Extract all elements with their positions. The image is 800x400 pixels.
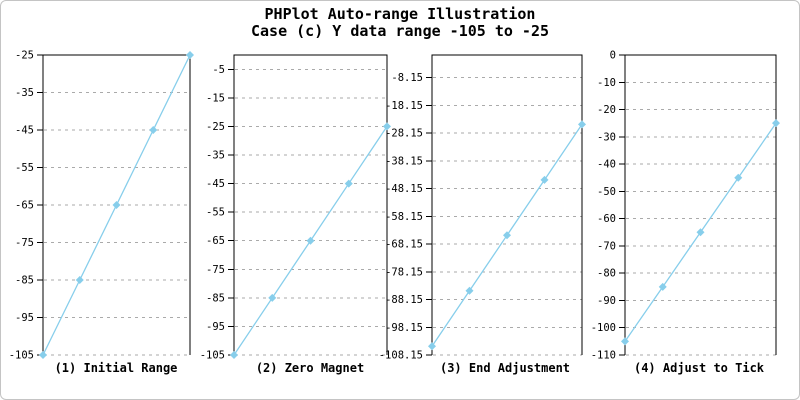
y-tick-label: -48.15 xyxy=(385,183,423,195)
y-tick-label: -88.15 xyxy=(385,294,423,306)
y-tick-label: -65 xyxy=(206,235,225,247)
y-tick-label: -35 xyxy=(206,150,225,162)
y-tick-label: -50 xyxy=(597,186,616,198)
y-tick-label: -55 xyxy=(206,207,225,219)
y-tick-label: -60 xyxy=(597,213,616,225)
subplot-1-title: (1) Initial Range xyxy=(54,361,178,375)
y-tick-label: -55 xyxy=(15,162,34,174)
y-tick-label: -15 xyxy=(206,92,225,104)
diamond-marker xyxy=(465,286,474,295)
diamond-marker xyxy=(621,337,629,346)
y-tick-label: -85 xyxy=(15,275,34,287)
y-tick-label: -105 xyxy=(9,350,34,362)
y-tick-label: -100 xyxy=(591,322,616,334)
y-tick-label: 0 xyxy=(610,50,616,62)
diamond-marker xyxy=(186,51,194,59)
diamond-marker xyxy=(734,173,743,182)
diamond-marker xyxy=(39,351,47,359)
diamond-marker xyxy=(772,119,780,128)
diamond-marker xyxy=(658,282,667,291)
y-tick-label: -95 xyxy=(206,321,225,333)
y-tick-label: -5 xyxy=(212,64,225,76)
diamond-marker xyxy=(696,228,705,237)
y-tick-label: -45 xyxy=(206,178,225,190)
subplot-3-title: (3) End Adjustment xyxy=(439,361,571,375)
y-tick-label: -105 xyxy=(200,350,225,362)
plot-frame xyxy=(431,54,583,355)
y-tick-label: -90 xyxy=(597,295,616,307)
y-tick-label: -85 xyxy=(206,292,225,304)
diamond-marker xyxy=(306,236,315,245)
diamond-marker xyxy=(503,231,511,240)
y-tick-label: -10 xyxy=(597,77,616,89)
y-tick-label: -38.15 xyxy=(385,155,423,167)
y-tick-label: -110 xyxy=(591,350,616,362)
y-tick-label: -68.15 xyxy=(385,239,423,251)
subplot-2-title: (2) Zero Magnet xyxy=(255,361,365,375)
y-tick-label: -45 xyxy=(15,125,34,137)
y-tick-label: -108.15 xyxy=(379,350,423,362)
chart-subtitle: Case (c) Y data range -105 to -25 xyxy=(250,22,549,40)
diamond-marker xyxy=(149,126,158,134)
y-tick-label: -8.15 xyxy=(391,72,423,84)
chart-title: PHPlot Auto-range Illustration xyxy=(264,5,536,23)
diamond-marker xyxy=(268,293,277,302)
y-tick-label: -40 xyxy=(597,159,616,171)
subplot-4: 0 -10 -20 -30 -40 -50 -60 -70 -80 -90 -100 -110 xyxy=(591,50,780,362)
y-tick-label: -25 xyxy=(15,50,34,62)
y-tick-label: -70 xyxy=(597,240,616,252)
y-tick-label: -78.15 xyxy=(385,266,423,278)
y-tick-label: -18.15 xyxy=(385,100,423,112)
diamond-marker xyxy=(75,276,84,284)
y-tick-label: -58.15 xyxy=(385,211,423,223)
subplot-2: -5 -15 -25 -35 -45 -55 -65 -75 -85 -95 -105 xyxy=(200,54,391,362)
plot-frame xyxy=(233,54,388,355)
y-tick-label: -30 xyxy=(597,131,616,143)
diamond-marker xyxy=(540,175,549,184)
y-tick-label: -75 xyxy=(15,237,34,249)
y-tick-label: -98.15 xyxy=(385,322,423,334)
y-tick-label: -65 xyxy=(15,200,34,212)
diamond-marker xyxy=(230,351,238,359)
diamond-marker xyxy=(428,342,436,351)
y-tick-label: -80 xyxy=(597,268,616,280)
plot-frame xyxy=(624,54,777,355)
diamond-marker xyxy=(112,201,121,209)
y-tick-label: -75 xyxy=(206,264,225,276)
subplot-4-title: (4) Adjust to Tick xyxy=(633,361,765,375)
diamond-marker xyxy=(344,179,353,188)
diamond-marker xyxy=(383,122,391,131)
subplot-1: -25 -35 -45 -55 -65 -75 -85 -95 -105 xyxy=(9,50,194,362)
y-tick-label: -28.15 xyxy=(385,128,423,140)
subplot-3: -8.15 -18.15 -28.15 -38.15 -48.15 -58.15 -68.1… xyxy=(379,54,586,362)
y-tick-label: -20 xyxy=(597,104,616,116)
y-tick-label: -25 xyxy=(206,121,225,133)
y-tick-label: -35 xyxy=(15,87,34,99)
diamond-marker xyxy=(578,120,586,129)
y-tick-label: -95 xyxy=(15,312,34,324)
